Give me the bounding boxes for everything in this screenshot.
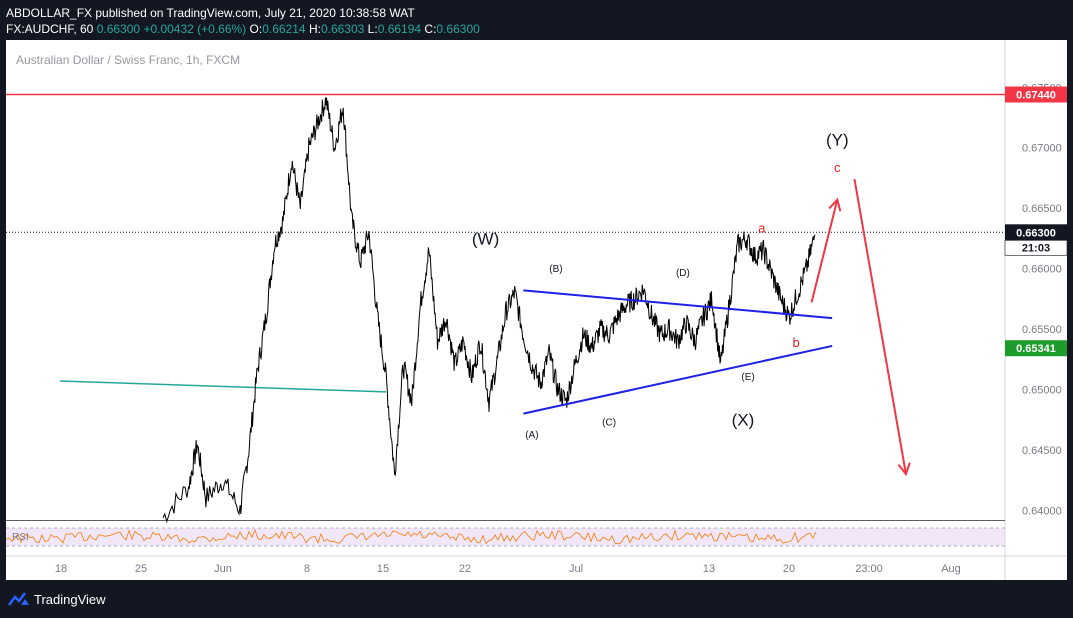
tradingview-logo[interactable]: TradingView	[8, 591, 106, 607]
chart-title: Australian Dollar / Swiss Franc, 1h, FXC…	[16, 53, 241, 67]
price-series[interactable]	[162, 97, 816, 524]
high-key: H:	[308, 22, 321, 36]
y-tick-label: 0.64500	[1022, 445, 1062, 457]
current-price-badge-text: 0.66300	[1016, 227, 1056, 239]
x-tick-label: 18	[55, 563, 67, 575]
x-tick-label: 22	[459, 563, 471, 575]
projection-up-arrow-head	[828, 197, 842, 212]
wave-label: b	[793, 335, 800, 350]
countdown-text: 21:03	[1022, 242, 1050, 254]
wave-label: (X)	[732, 411, 755, 430]
price-chart[interactable]: 0.675000.670000.665000.660000.655000.650…	[6, 40, 1067, 580]
wave-label: (C)	[602, 418, 616, 429]
publisher-line: ABDOLLAR_FX published on TradingView.com…	[6, 6, 415, 20]
projection-up-arrow[interactable]	[810, 199, 839, 303]
projection-down-arrow-head	[897, 462, 911, 477]
low-key: L:	[367, 22, 378, 36]
triangle-lower-line[interactable]	[523, 344, 833, 415]
y-tick-label: 0.66000	[1022, 264, 1062, 276]
high-value: 0.66303	[320, 22, 365, 36]
tradingview-icon	[8, 592, 29, 606]
support-badge-text: 0.65341	[1016, 343, 1056, 355]
close-key: C:	[424, 22, 437, 36]
x-tick-label: Aug	[941, 563, 961, 575]
wave-label: (W)	[472, 229, 499, 248]
countdown-box	[1004, 240, 1067, 256]
x-tick-label: 20	[783, 563, 795, 575]
y-tick-label: 0.65000	[1022, 384, 1062, 396]
wave-label: (E)	[741, 372, 754, 383]
brand-label: TradingView	[34, 591, 106, 607]
y-tick-label: 0.65500	[1022, 324, 1062, 336]
low-value: 0.66194	[377, 22, 422, 36]
resistance-badge-text: 0.67440	[1016, 90, 1056, 102]
open-key: O:	[249, 22, 263, 36]
wave-label: (A)	[525, 430, 538, 441]
wave-label: (D)	[676, 268, 690, 279]
y-tick-label: 0.64000	[1022, 505, 1062, 517]
y-tick-label: 0.66500	[1022, 203, 1062, 215]
price-change: +0.00432 (+0.66%)	[143, 22, 247, 36]
current-price-badge[interactable]	[1005, 224, 1067, 241]
wave-label: (Y)	[826, 130, 849, 149]
x-tick-label: 23:00	[855, 563, 883, 575]
rsi-band	[6, 528, 1005, 546]
projection-down-arrow[interactable]	[853, 178, 907, 475]
support-trendline[interactable]	[60, 380, 387, 393]
support-badge[interactable]	[1005, 340, 1067, 357]
resistance-badge[interactable]	[1005, 86, 1067, 103]
footer: TradingView	[0, 582, 1073, 618]
x-tick-label: 15	[377, 563, 389, 575]
last-price: 0.66300	[96, 22, 141, 36]
wave-label: c	[834, 160, 841, 175]
x-tick-label: 8	[304, 563, 310, 575]
triangle-upper-line[interactable]	[523, 289, 833, 320]
chart-panel[interactable]: Australian Dollar / Swiss Franc, 1h, FXC…	[6, 40, 1067, 580]
open-value: 0.66214	[262, 22, 306, 36]
close-value: 0.66300	[436, 22, 480, 36]
wave-label: a	[758, 220, 766, 235]
x-tick-label: 25	[135, 563, 147, 575]
rsi-series[interactable]	[6, 528, 817, 545]
ohlc-line: FX:AUDCHF, 60 0.66300 +0.00432 (+0.66%) …	[6, 22, 480, 36]
x-tick-label: Jun	[214, 563, 232, 575]
symbol-label[interactable]: FX:AUDCHF, 60	[6, 22, 94, 36]
rsi-label: RSI	[12, 532, 29, 543]
x-tick-label: Jul	[569, 563, 583, 575]
y-tick-label: 0.67000	[1022, 143, 1062, 155]
wave-label: (B)	[549, 264, 562, 275]
x-tick-label: 13	[703, 563, 715, 575]
